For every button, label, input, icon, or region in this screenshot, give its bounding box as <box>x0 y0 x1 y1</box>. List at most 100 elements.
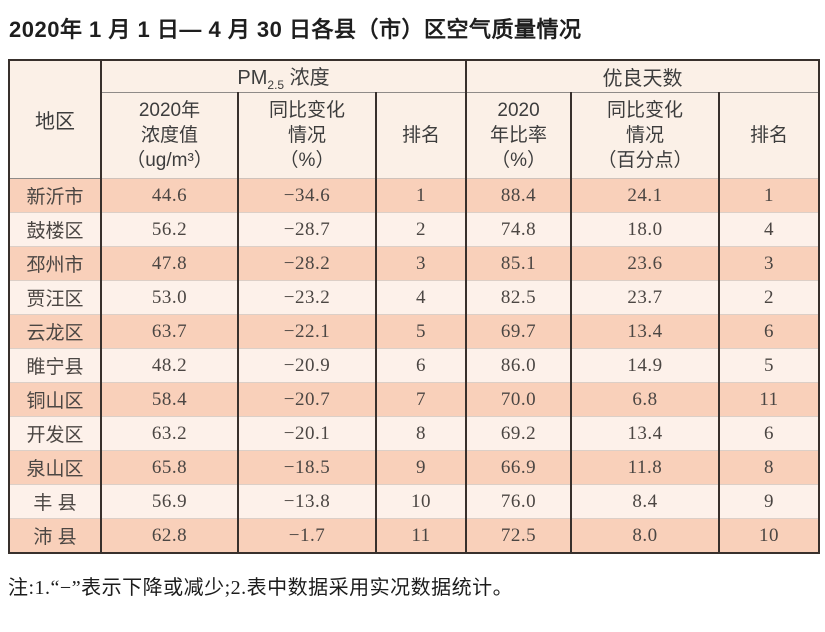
gd-rank-cell: 2 <box>718 280 821 315</box>
pm-value-cell: 48.2 <box>100 348 239 383</box>
gd-change-cell: 8.4 <box>570 484 721 519</box>
pm-change-cell: −20.7 <box>237 382 377 417</box>
header-region: 地区 <box>8 60 102 179</box>
header-pm-change: 同比变化 情况 （%） <box>237 92 377 179</box>
gd-rank-cell: 6 <box>718 416 821 451</box>
pm-value-cell: 65.8 <box>100 450 239 485</box>
pm-value-cell: 47.8 <box>100 246 239 281</box>
table-row: 云龙区 63.7 −22.1 5 69.7 13.4 6 <box>8 314 821 349</box>
pm-change-cell: −13.8 <box>237 484 377 519</box>
pm-change-cell: −23.2 <box>237 280 377 315</box>
pm-value-cell: 56.2 <box>100 212 239 247</box>
pm-rank-cell: 10 <box>374 484 468 519</box>
pm-change-cell: −1.7 <box>237 518 377 553</box>
gd-ratio-cell: 69.7 <box>465 314 573 349</box>
pm-rank-cell: 3 <box>374 246 468 281</box>
gd-ratio-cell: 72.5 <box>465 518 573 553</box>
pm-value-cell: 44.6 <box>100 178 239 213</box>
pm-rank-cell: 11 <box>374 518 468 553</box>
pm-rank-cell: 7 <box>374 382 468 417</box>
pm-change-cell: −28.2 <box>237 246 377 281</box>
gd-change-cell: 14.9 <box>570 348 721 383</box>
table-row: 邳州市 47.8 −28.2 3 85.1 23.6 3 <box>8 246 821 281</box>
table-row: 贾汪区 53.0 −23.2 4 82.5 23.7 2 <box>8 280 821 315</box>
table-row: 丰 县 56.9 −13.8 10 76.0 8.4 9 <box>8 484 821 519</box>
pm-change-cell: −18.5 <box>237 450 377 485</box>
gd-rank-cell: 10 <box>718 518 821 553</box>
gd-rank-cell: 9 <box>718 484 821 519</box>
region-cell: 鼓楼区 <box>8 212 102 247</box>
gd-rank-cell: 11 <box>718 382 821 417</box>
pm-rank-cell: 5 <box>374 314 468 349</box>
gd-ratio-cell: 82.5 <box>465 280 573 315</box>
pm-rank-cell: 6 <box>374 348 468 383</box>
table-row: 鼓楼区 56.2 −28.7 2 74.8 18.0 4 <box>8 212 821 247</box>
pm-change-cell: −22.1 <box>237 314 377 349</box>
pm-rank-cell: 9 <box>374 450 468 485</box>
pm-value-cell: 53.0 <box>100 280 239 315</box>
gd-change-cell: 24.1 <box>570 178 721 213</box>
header-pm-rank: 排名 <box>374 92 468 179</box>
pm-rank-cell: 8 <box>374 416 468 451</box>
page-title: 2020年 1 月 1 日— 4 月 30 日各县（市）区空气质量情况 <box>9 17 582 42</box>
pm-value-cell: 56.9 <box>100 484 239 519</box>
pm-value-cell: 63.7 <box>100 314 239 349</box>
gd-ratio-cell: 74.8 <box>465 212 573 247</box>
table-row: 泉山区 65.8 −18.5 9 66.9 11.8 8 <box>8 450 821 485</box>
gd-ratio-cell: 76.0 <box>465 484 573 519</box>
table-row: 新沂市 44.6 −34.6 1 88.4 24.1 1 <box>8 178 821 213</box>
pm-rank-cell: 1 <box>374 178 468 213</box>
gd-change-cell: 23.6 <box>570 246 721 281</box>
gd-rank-cell: 6 <box>718 314 821 349</box>
pm-value-cell: 63.2 <box>100 416 239 451</box>
gd-change-cell: 18.0 <box>570 212 721 247</box>
header-gd-rank: 排名 <box>718 92 821 179</box>
gd-change-cell: 8.0 <box>570 518 721 553</box>
gd-ratio-cell: 88.4 <box>465 178 573 213</box>
pm25-label-suffix: 浓度 <box>284 67 330 89</box>
pm-rank-cell: 2 <box>374 212 468 247</box>
gd-rank-cell: 4 <box>718 212 821 247</box>
header-pm-value: 2020年 浓度值 （ug/m³） <box>100 92 239 179</box>
gd-ratio-cell: 70.0 <box>465 382 573 417</box>
header-group-good-days: 优良天数 <box>465 60 821 93</box>
gd-ratio-cell: 66.9 <box>465 450 573 485</box>
pm-value-cell: 62.8 <box>100 518 239 553</box>
region-cell: 泉山区 <box>8 450 102 485</box>
gd-ratio-cell: 86.0 <box>465 348 573 383</box>
table-row: 开发区 63.2 −20.1 8 69.2 13.4 6 <box>8 416 821 451</box>
region-cell: 沛 县 <box>8 518 102 553</box>
air-quality-table: 地区 PM2.5 浓度 优良天数 2020年 浓度值 （ug/m³） 同比变化 … <box>8 59 821 554</box>
gd-change-cell: 13.4 <box>570 314 721 349</box>
gd-rank-cell: 8 <box>718 450 821 485</box>
header-gd-change: 同比变化 情况 （百分点） <box>570 92 721 179</box>
region-cell: 新沂市 <box>8 178 102 213</box>
gd-rank-cell: 1 <box>718 178 821 213</box>
gd-rank-cell: 5 <box>718 348 821 383</box>
gd-change-cell: 11.8 <box>570 450 721 485</box>
table-row: 铜山区 58.4 −20.7 7 70.0 6.8 11 <box>8 382 821 417</box>
table-row: 睢宁县 48.2 −20.9 6 86.0 14.9 5 <box>8 348 821 383</box>
header-sub-row: 2020年 浓度值 （ug/m³） 同比变化 情况 （%） 排名 2020 年比… <box>9 92 821 179</box>
gd-ratio-cell: 69.2 <box>465 416 573 451</box>
region-cell: 铜山区 <box>8 382 102 417</box>
pm-rank-cell: 4 <box>374 280 468 315</box>
gd-change-cell: 6.8 <box>570 382 721 417</box>
header-gd-ratio: 2020 年比率 （%） <box>465 92 573 179</box>
gd-change-cell: 13.4 <box>570 416 721 451</box>
region-cell: 贾汪区 <box>8 280 102 315</box>
pm-change-cell: −28.7 <box>237 212 377 247</box>
region-cell: 开发区 <box>8 416 102 451</box>
pm-value-cell: 58.4 <box>100 382 239 417</box>
header-group-pm25: PM2.5 浓度 <box>99 60 468 93</box>
region-cell: 丰 县 <box>8 484 102 519</box>
header-group-row: 地区 PM2.5 浓度 优良天数 <box>8 60 821 179</box>
gd-ratio-cell: 85.1 <box>465 246 573 281</box>
pm-change-cell: −20.9 <box>237 348 377 383</box>
table-row: 沛 县 62.8 −1.7 11 72.5 8.0 10 <box>8 518 821 553</box>
pm-change-cell: −20.1 <box>237 416 377 451</box>
pm-change-cell: −34.6 <box>237 178 377 213</box>
gd-rank-cell: 3 <box>718 246 821 281</box>
region-cell: 邳州市 <box>8 246 102 281</box>
region-cell: 云龙区 <box>8 314 102 349</box>
